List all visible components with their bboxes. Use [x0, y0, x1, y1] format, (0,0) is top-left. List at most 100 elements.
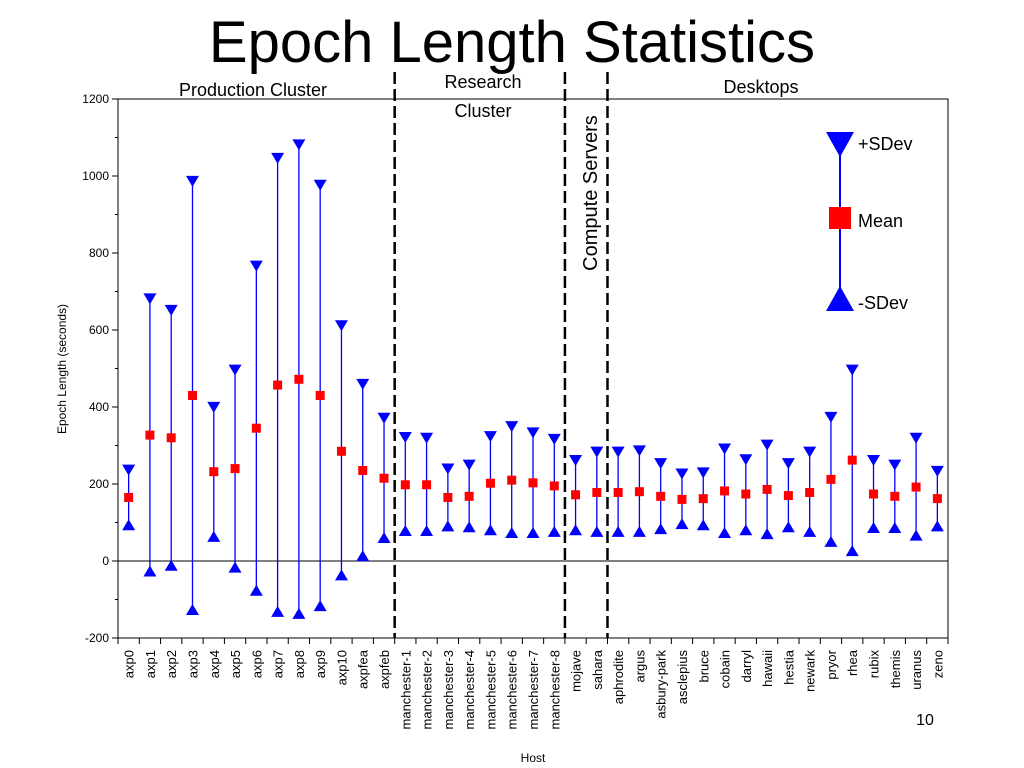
y-tick-label: 1200 — [82, 92, 109, 106]
minus-sdev-marker — [867, 521, 881, 533]
x-tick-label: axp2 — [164, 650, 179, 678]
mean-marker — [273, 380, 283, 390]
plus-sdev-marker — [292, 139, 306, 151]
x-tick-label: axp7 — [271, 650, 286, 678]
y-tick-label: 600 — [89, 323, 109, 337]
minus-sdev-marker — [611, 525, 625, 537]
x-tick-label: themis — [888, 650, 903, 689]
mean-marker — [826, 474, 836, 484]
group-dividers — [393, 72, 609, 638]
plus-sdev-marker — [398, 431, 412, 443]
group-label-production: Production Cluster — [179, 80, 327, 100]
mean-marker — [592, 487, 602, 497]
plus-sdev-marker — [654, 458, 668, 470]
mean-marker — [485, 478, 495, 488]
x-tick-label: axp8 — [292, 650, 307, 678]
legend-plus-sdev-label: +SDev — [858, 134, 913, 154]
mean-marker — [443, 492, 453, 502]
x-tick-label: mojave — [569, 650, 584, 692]
x-tick-label: zeno — [930, 650, 945, 678]
plus-sdev-marker — [930, 465, 944, 477]
minus-sdev-marker — [228, 561, 242, 573]
x-tick-label: axp10 — [334, 650, 349, 685]
mean-marker — [464, 491, 474, 501]
y-tick-label: 800 — [89, 246, 109, 260]
minus-sdev-marker — [909, 529, 923, 541]
mean-marker — [251, 423, 261, 433]
minus-sdev-marker — [313, 600, 327, 612]
x-tick-label: sahara — [590, 649, 605, 690]
x-tick-label: axp9 — [313, 650, 328, 678]
group-label-compute-servers: Compute Servers — [580, 115, 602, 271]
minus-sdev-marker — [271, 605, 285, 617]
minus-sdev-marker — [292, 607, 306, 619]
plus-sdev-marker — [356, 378, 370, 390]
minus-sdev-marker — [569, 524, 583, 536]
minus-sdev-marker — [632, 525, 646, 537]
plus-sdev-marker — [824, 411, 838, 423]
y-axis-title: Epoch Length (seconds) — [55, 304, 69, 434]
plus-sdev-marker — [781, 458, 795, 470]
plus-sdev-marker — [334, 320, 348, 332]
mean-marker — [166, 433, 176, 443]
mean-marker — [762, 484, 772, 494]
x-tick-label: newark — [803, 650, 818, 692]
x-tick-label: darryl — [739, 650, 754, 683]
plus-sdev-marker — [760, 439, 774, 451]
mean-marker — [634, 487, 644, 497]
x-tick-label: bruce — [696, 650, 711, 683]
group-label-desktops: Desktops — [723, 77, 798, 97]
minus-sdev-marker — [845, 545, 859, 557]
minus-sdev-marker — [249, 584, 263, 596]
mean-marker — [932, 494, 942, 504]
plus-sdev-marker — [909, 432, 923, 444]
legend-mean-label: Mean — [858, 211, 903, 231]
mean-marker — [869, 489, 879, 499]
plus-sdev-marker — [313, 179, 327, 191]
legend: +SDev Mean -SDev — [826, 132, 913, 313]
x-tick-label: rhea — [845, 649, 860, 676]
mean-marker — [315, 390, 325, 400]
mean-marker — [507, 475, 517, 485]
plus-sdev-marker — [569, 455, 583, 467]
x-tick-label: uranus — [909, 650, 924, 690]
mean-marker — [400, 480, 410, 490]
plus-sdev-marker — [377, 412, 391, 424]
x-tick-label: axpfea — [356, 649, 371, 689]
page-number: 10 — [916, 712, 934, 729]
x-tick-label: manchester-1 — [398, 650, 413, 729]
minus-sdev-marker — [462, 521, 476, 533]
mean-marker — [336, 446, 346, 456]
plus-sdev-marker — [483, 431, 497, 443]
y-tick-label: -200 — [85, 631, 109, 645]
mean-marker — [911, 482, 921, 492]
plus-sdev-marker — [696, 467, 710, 479]
plus-sdev-marker — [271, 152, 285, 164]
group-label-research-line1: Research — [444, 72, 521, 92]
mean-marker — [677, 494, 687, 504]
x-tick-label: hestia — [781, 649, 796, 684]
minus-sdev-marker — [185, 603, 199, 615]
x-tick-label: manchester-2 — [420, 650, 435, 729]
minus-sdev-marker — [888, 521, 902, 533]
minus-sdev-marker — [654, 523, 668, 535]
x-tick-label: manchester-7 — [526, 650, 541, 729]
minus-sdev-marker — [590, 525, 604, 537]
plus-sdev-marker — [675, 468, 689, 480]
plus-sdev-marker — [505, 421, 519, 433]
minus-sdev-marker — [526, 526, 540, 538]
x-tick-label: manchester-6 — [505, 650, 520, 729]
minus-sdev-marker — [377, 531, 391, 543]
minus-sdev-marker — [718, 526, 732, 538]
x-tick-label: axp5 — [228, 650, 243, 678]
mean-marker — [230, 464, 240, 474]
minus-sdev-marker — [781, 521, 795, 533]
legend-minus-sdev-label: -SDev — [858, 293, 908, 313]
plus-sdev-marker — [143, 293, 157, 305]
group-label-research-line2: Cluster — [454, 101, 511, 121]
plus-sdev-marker — [718, 443, 732, 455]
plus-sdev-marker — [164, 304, 178, 316]
x-tick-label: asclepius — [675, 650, 690, 705]
y-tick-label: 0 — [102, 554, 109, 568]
mean-marker — [187, 390, 197, 400]
